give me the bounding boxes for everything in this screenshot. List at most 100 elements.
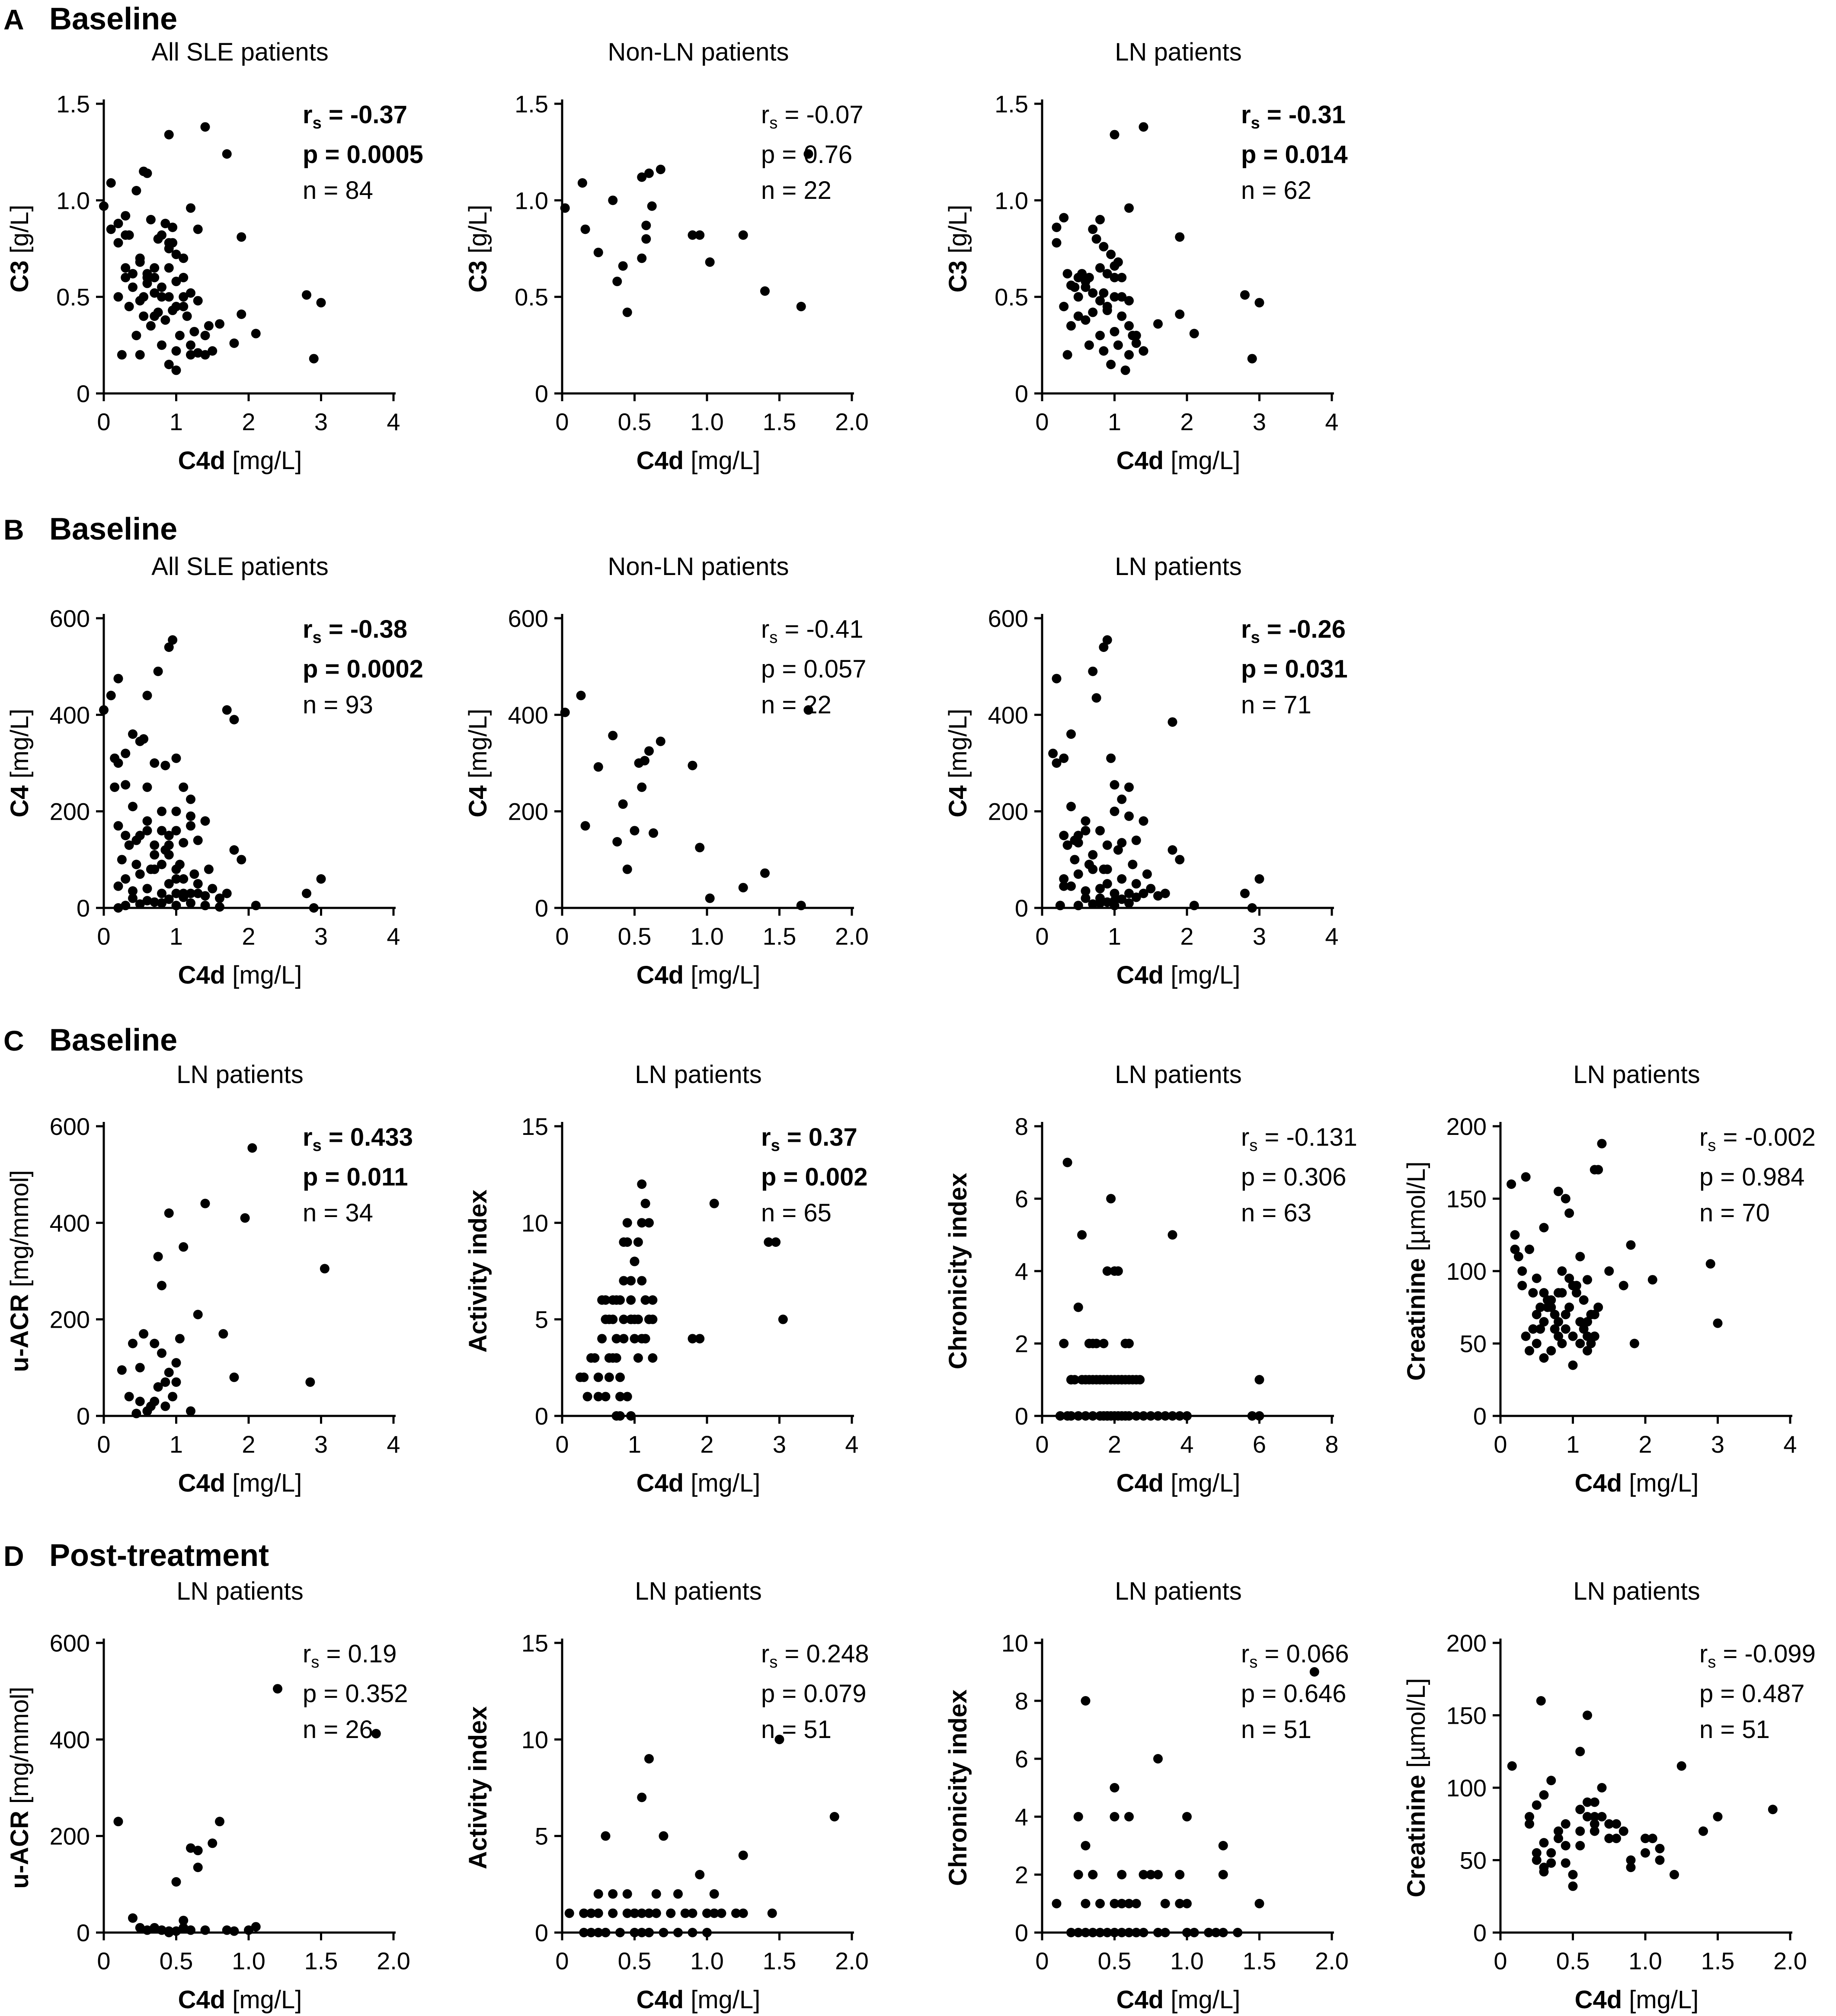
data-point bbox=[1128, 859, 1138, 869]
plot-title: All SLE patients bbox=[151, 38, 328, 66]
y-tick-label: 0 bbox=[77, 1919, 90, 1946]
data-point bbox=[1204, 1928, 1214, 1937]
data-point bbox=[1521, 1331, 1531, 1341]
data-point bbox=[1066, 802, 1076, 812]
data-point bbox=[1532, 1310, 1542, 1320]
data-point bbox=[1554, 1331, 1563, 1341]
x-axis-label-name: C4d bbox=[1116, 961, 1164, 989]
x-tick-label: 4 bbox=[1783, 1431, 1797, 1458]
data-point bbox=[1218, 1870, 1228, 1879]
data-point bbox=[171, 874, 181, 884]
rs-subscript: s bbox=[311, 1653, 319, 1671]
data-point bbox=[1095, 884, 1105, 894]
data-point bbox=[1117, 292, 1127, 302]
data-point bbox=[716, 1908, 726, 1918]
n-number: 62 bbox=[1283, 176, 1311, 204]
data-point bbox=[1131, 338, 1141, 348]
rs-symbol: r bbox=[303, 1123, 313, 1151]
y-tick-label: 200 bbox=[988, 798, 1028, 825]
data-point bbox=[1597, 1812, 1607, 1821]
data-point bbox=[1073, 901, 1083, 911]
x-axis-label-unit: [mg/L] bbox=[225, 447, 302, 475]
data-point bbox=[1146, 884, 1156, 894]
y-tick-label: 2 bbox=[1015, 1861, 1028, 1888]
y-axis-label-name: C3 bbox=[944, 260, 972, 292]
data-point bbox=[171, 365, 181, 375]
data-point bbox=[640, 1198, 650, 1208]
data-point bbox=[1575, 1317, 1585, 1327]
data-point bbox=[1218, 1928, 1228, 1937]
y-axis-label-unit: [g/L] bbox=[6, 204, 34, 260]
sample-size: n = 70 bbox=[1699, 1199, 1770, 1227]
data-point bbox=[1153, 1754, 1163, 1764]
data-point bbox=[164, 1367, 174, 1377]
data-point bbox=[1088, 288, 1098, 298]
plot-title: LN patients bbox=[1115, 1061, 1241, 1089]
data-point bbox=[160, 315, 170, 325]
data-point bbox=[113, 674, 123, 684]
data-point bbox=[1539, 1288, 1549, 1298]
data-point bbox=[1240, 290, 1250, 300]
data-point bbox=[1139, 1411, 1148, 1421]
scatter-plot: All SLE patients 0 1 2 3 4 0 200 400 600 C4d [mg/L… bbox=[6, 553, 423, 989]
data-point bbox=[179, 838, 189, 848]
data-point bbox=[153, 1252, 163, 1262]
data-point bbox=[1073, 1411, 1083, 1421]
data-point bbox=[179, 1923, 189, 1933]
data-point bbox=[1099, 1339, 1109, 1348]
n-label: n = bbox=[303, 176, 345, 204]
y-tick-label: 600 bbox=[50, 1113, 90, 1140]
data-point bbox=[193, 348, 203, 358]
y-axis-label: Creatinine [µmol/L] bbox=[1402, 1678, 1430, 1897]
y-tick-label: 1.0 bbox=[515, 187, 548, 214]
data-point bbox=[1557, 1266, 1567, 1276]
data-point bbox=[150, 1339, 160, 1348]
rs-symbol: r bbox=[303, 615, 313, 643]
y-tick-label: 10 bbox=[521, 1726, 548, 1753]
data-point bbox=[1539, 1790, 1549, 1800]
data-point bbox=[1539, 1223, 1549, 1233]
data-point bbox=[1139, 888, 1148, 898]
data-point bbox=[208, 1838, 218, 1848]
data-point bbox=[215, 902, 224, 912]
data-point bbox=[150, 897, 160, 907]
data-point bbox=[656, 736, 665, 746]
y-tick-label: 1.0 bbox=[995, 187, 1028, 214]
data-point bbox=[1124, 1928, 1134, 1937]
data-point bbox=[1612, 1834, 1621, 1843]
data-point bbox=[208, 346, 218, 356]
sample-size: n = 34 bbox=[303, 1199, 373, 1227]
data-point bbox=[1120, 365, 1130, 375]
data-point bbox=[1561, 1194, 1571, 1204]
data-point bbox=[1583, 1797, 1592, 1807]
data-point bbox=[1597, 1139, 1607, 1149]
n-number: 70 bbox=[1742, 1199, 1770, 1227]
data-point bbox=[222, 1925, 232, 1935]
data-point bbox=[622, 864, 632, 874]
plot-title: LN patients bbox=[1573, 1577, 1700, 1605]
y-tick-label: 4 bbox=[1015, 1258, 1028, 1285]
n-label: n = bbox=[1241, 176, 1283, 204]
data-point bbox=[1073, 292, 1083, 302]
data-point bbox=[803, 149, 813, 159]
data-point bbox=[1593, 1165, 1603, 1175]
data-point bbox=[644, 1928, 654, 1937]
data-point bbox=[630, 1928, 640, 1937]
data-point bbox=[157, 806, 166, 816]
section-heading: Baseline bbox=[49, 1023, 177, 1058]
data-point bbox=[688, 760, 697, 770]
y-tick-label: 0 bbox=[1015, 1403, 1028, 1430]
rs-value: -0.31 bbox=[1289, 101, 1346, 129]
y-tick-label: 600 bbox=[50, 1629, 90, 1657]
y-tick-label: 0 bbox=[77, 895, 90, 922]
data-point bbox=[171, 901, 181, 911]
y-tick-label: 0 bbox=[1473, 1403, 1487, 1430]
data-point bbox=[688, 1928, 697, 1937]
data-point bbox=[1528, 1288, 1538, 1298]
data-point bbox=[135, 1363, 145, 1373]
data-point bbox=[1066, 729, 1076, 739]
data-point bbox=[640, 756, 649, 766]
data-point bbox=[1539, 1867, 1549, 1877]
n-label: n = bbox=[1241, 691, 1283, 719]
n-number: 71 bbox=[1283, 691, 1311, 719]
